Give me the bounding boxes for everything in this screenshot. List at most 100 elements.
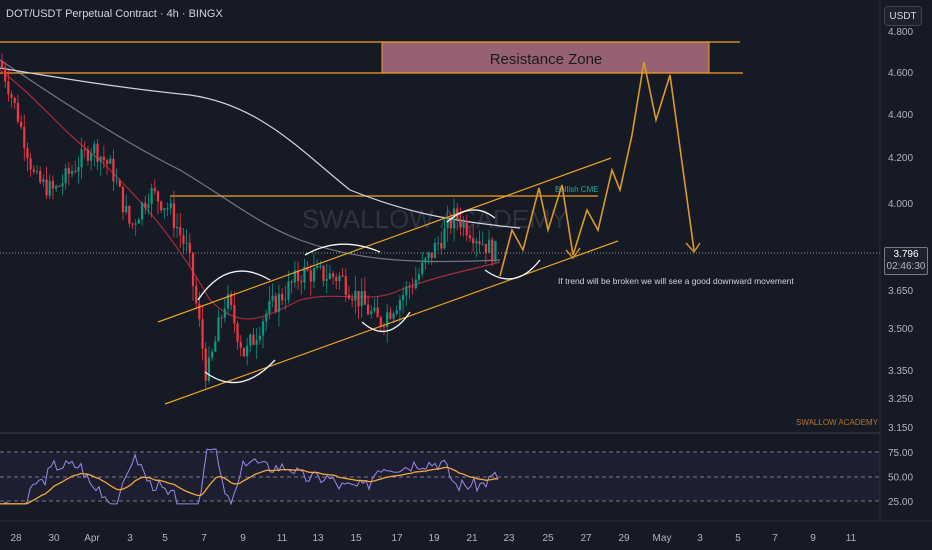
candle-body	[188, 242, 191, 254]
time-tick-label: 5	[735, 533, 741, 544]
arc-bottom-1	[204, 359, 276, 384]
time-tick-label: May	[653, 533, 672, 544]
candle-body	[252, 334, 255, 345]
candle-body	[258, 335, 261, 341]
candle-body	[271, 295, 274, 301]
candle-body	[411, 287, 414, 289]
signature-text: SWALLOW ACADEMY	[796, 418, 879, 427]
candle-body	[4, 67, 7, 82]
arc-top-2	[304, 243, 381, 256]
forecast-path[interactable]	[499, 61, 695, 277]
candle-body	[160, 201, 163, 211]
time-tick-label: Apr	[84, 533, 100, 544]
rsi-axis: 75.00 50.00 25.00	[888, 448, 913, 508]
rsi-band	[0, 452, 880, 501]
candle-body	[405, 286, 408, 295]
time-tick-label: 3	[127, 533, 133, 544]
candle-body	[331, 273, 335, 278]
arc-bottom-3	[484, 259, 541, 280]
time-tick-label: 7	[201, 533, 207, 544]
candle-body	[163, 208, 166, 211]
candle-body	[351, 298, 354, 301]
candle-body	[246, 345, 249, 357]
candle-body	[382, 326, 386, 328]
time-tick-label: 17	[391, 533, 403, 544]
candle-body	[437, 242, 440, 244]
candle-body	[475, 241, 478, 244]
time-tick-label: 9	[240, 533, 246, 544]
time-tick-label: 19	[428, 533, 440, 544]
candle-body	[140, 202, 144, 220]
candle-body	[468, 235, 472, 239]
candle-body	[125, 205, 128, 213]
candle-body	[249, 334, 252, 346]
candle-body	[166, 208, 169, 210]
candle-body	[39, 171, 42, 183]
candle-body	[417, 274, 421, 280]
time-tick-label: 21	[466, 533, 478, 544]
candle-body	[77, 167, 80, 172]
time-tick-label: 25	[542, 533, 554, 544]
ma-line-gray	[0, 59, 501, 263]
candle-body	[319, 265, 322, 267]
watermark-text: SWALLOW ACADEMY	[302, 204, 568, 234]
candle-body	[284, 299, 287, 301]
candle-body	[357, 290, 360, 307]
candle-body	[494, 241, 497, 262]
candle-body	[341, 275, 344, 277]
candle-body	[0, 60, 4, 68]
forecast-arrow-end	[685, 242, 701, 254]
channel-upper-line[interactable]	[157, 157, 612, 323]
price-tick-label: 3.250	[888, 394, 913, 405]
candle-body	[198, 303, 201, 320]
candle-body	[144, 202, 147, 208]
candle-body	[335, 277, 338, 282]
candle-body	[230, 293, 233, 305]
price-tick-label: 4.000	[888, 199, 913, 210]
candle-body	[347, 294, 351, 299]
candle-body	[90, 153, 93, 161]
candle-body	[402, 294, 405, 300]
candle-body	[7, 81, 10, 95]
time-tick-label: 13	[312, 533, 324, 544]
candle-body	[316, 265, 319, 268]
candle-body	[478, 241, 481, 245]
price-axis[interactable]: 4.800 4.600 4.400 4.200 4.000 3.650 3.500 3.350…	[888, 27, 913, 434]
candle-body	[440, 242, 443, 249]
candle-body	[239, 341, 242, 348]
candle-body	[233, 304, 236, 324]
resistance-zone-label: Resistance Zone	[490, 51, 603, 68]
candle-body	[300, 281, 303, 283]
candle-body	[207, 357, 211, 381]
candle-body	[217, 317, 220, 342]
candle-body	[121, 186, 125, 213]
annotation-bullish-cme: Bullish CME	[555, 185, 599, 194]
currency-button[interactable]: USDT	[884, 6, 922, 26]
candle-body	[153, 188, 156, 192]
candle-body	[42, 179, 45, 183]
candle-body	[29, 158, 32, 170]
price-tick-label: 4.400	[888, 110, 913, 121]
candle-body	[147, 204, 150, 208]
candle-body	[491, 239, 494, 262]
candle-body	[131, 223, 134, 225]
candle-body	[303, 266, 306, 283]
candle-body	[23, 126, 26, 149]
candles[interactable]	[0, 53, 497, 389]
rsi-tick-label: 50.00	[888, 473, 913, 484]
channel-lower-line[interactable]	[164, 240, 619, 405]
candle-body	[105, 160, 109, 164]
candle-body	[395, 310, 398, 314]
candle-body	[182, 235, 185, 244]
candle-body	[134, 223, 137, 225]
candle-body	[430, 252, 433, 258]
time-tick-label: 30	[48, 533, 60, 544]
time-tick-label: 7	[772, 533, 778, 544]
time-axis[interactable]: 28 30 Apr 3 5 7 9 11 13 15 17 19 21 23 25 27 29 May 3 5 7 9 11	[10, 533, 856, 544]
candle-body	[366, 304, 370, 315]
candle-body	[13, 97, 16, 103]
candle-body	[277, 293, 281, 312]
candle-body	[102, 156, 105, 161]
